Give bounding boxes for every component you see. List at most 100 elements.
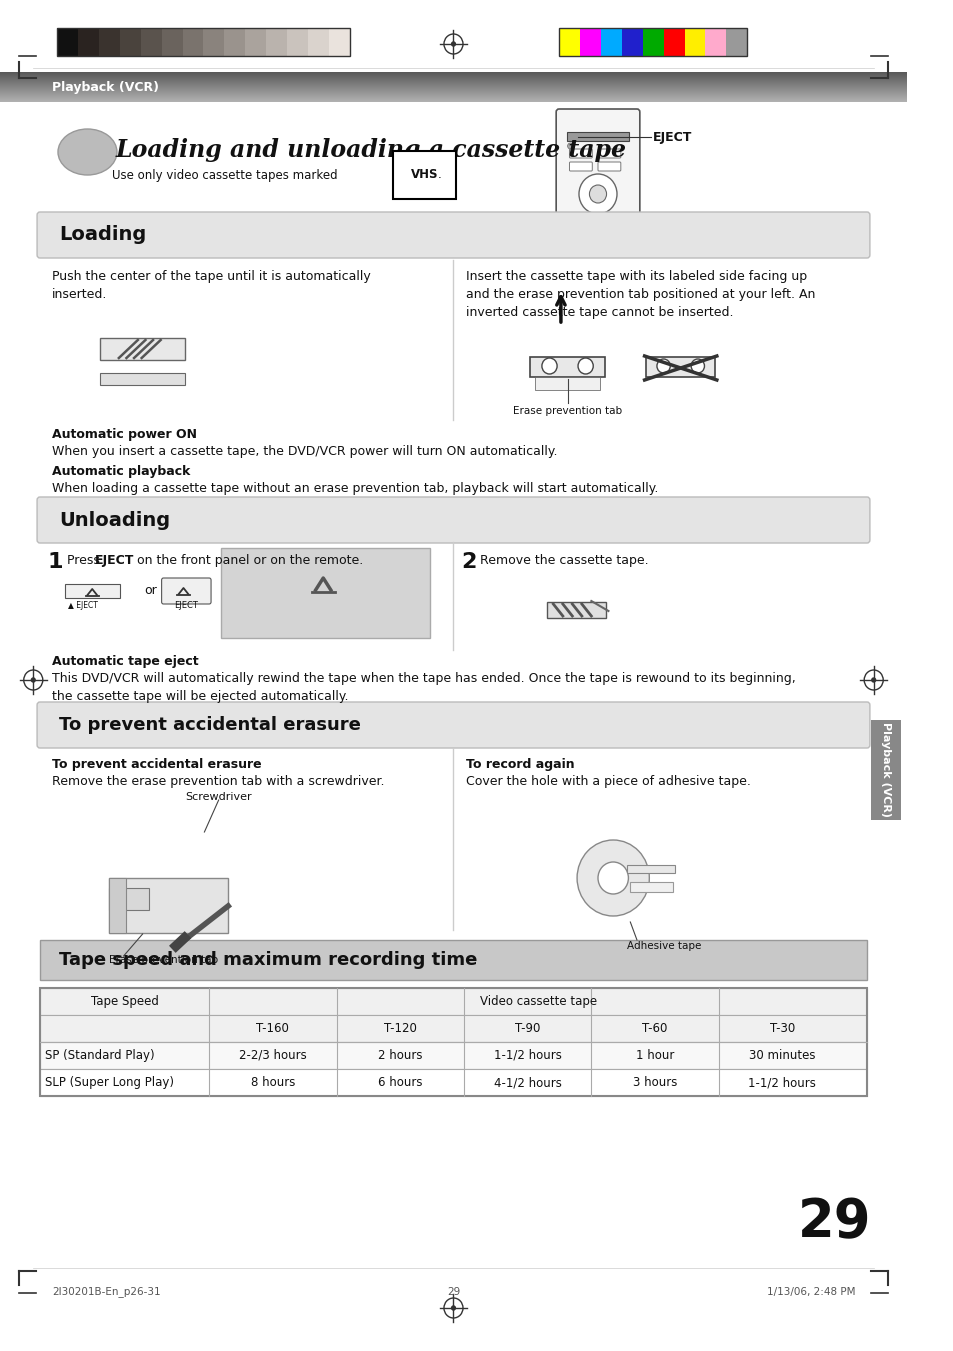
Bar: [161, 28, 182, 55]
Bar: [40, 1042, 866, 1069]
Bar: [725, 28, 746, 55]
Circle shape: [598, 862, 628, 894]
Bar: [99, 28, 120, 55]
Text: 2: 2: [460, 553, 476, 571]
Bar: [40, 1069, 866, 1096]
Text: 29: 29: [797, 1196, 870, 1248]
Text: VHS: VHS: [411, 169, 437, 181]
Text: EJECT: EJECT: [174, 601, 198, 611]
Bar: [329, 28, 350, 55]
Bar: [100, 373, 185, 385]
Text: 1 hour: 1 hour: [636, 1048, 674, 1062]
Text: To record again: To record again: [465, 758, 574, 771]
Bar: [224, 28, 245, 55]
FancyBboxPatch shape: [598, 162, 620, 172]
Bar: [663, 28, 684, 55]
Text: Press: Press: [67, 554, 103, 567]
Text: Automatic power ON: Automatic power ON: [52, 428, 197, 440]
Circle shape: [657, 359, 670, 373]
Bar: [110, 878, 127, 934]
Text: Remove the cassette tape.: Remove the cassette tape.: [479, 554, 648, 567]
Text: 6 hours: 6 hours: [377, 1075, 422, 1089]
Bar: [57, 28, 78, 55]
Text: 2I30201B-En_p26-31: 2I30201B-En_p26-31: [52, 1286, 161, 1297]
Text: Tape speed and maximum recording time: Tape speed and maximum recording time: [59, 951, 476, 969]
Text: .: .: [436, 169, 440, 181]
Bar: [642, 28, 663, 55]
Text: When you insert a cassette tape, the DVD/VCR power will turn ON automatically.: When you insert a cassette tape, the DVD…: [52, 444, 558, 458]
Bar: [40, 1015, 866, 1042]
Bar: [110, 878, 228, 934]
Text: SLP (Super Long Play): SLP (Super Long Play): [45, 1075, 173, 1089]
Text: Tape Speed: Tape Speed: [91, 994, 158, 1008]
Bar: [65, 584, 120, 598]
FancyBboxPatch shape: [569, 162, 592, 172]
Bar: [287, 28, 308, 55]
Text: 3 hours: 3 hours: [632, 1075, 677, 1089]
Text: Push the center of the tape until it is automatically
inserted.: Push the center of the tape until it is …: [52, 270, 371, 301]
Text: Adhesive tape: Adhesive tape: [627, 942, 701, 951]
Text: Playback (VCR): Playback (VCR): [881, 723, 890, 817]
Circle shape: [690, 359, 703, 373]
Bar: [140, 28, 161, 55]
Text: T-90: T-90: [515, 1021, 539, 1035]
Text: 4-1/2 hours: 4-1/2 hours: [494, 1075, 561, 1089]
Text: Automatic playback: Automatic playback: [52, 465, 191, 478]
Bar: [40, 988, 866, 1096]
FancyBboxPatch shape: [569, 213, 592, 223]
Text: 1-1/2 hours: 1-1/2 hours: [494, 1048, 561, 1062]
Bar: [535, 377, 599, 390]
Text: Unloading: Unloading: [59, 511, 170, 530]
Bar: [308, 28, 329, 55]
Circle shape: [451, 42, 455, 46]
Text: To prevent accidental erasure: To prevent accidental erasure: [59, 716, 360, 734]
Text: To prevent accidental erasure: To prevent accidental erasure: [52, 758, 262, 771]
Text: EJECT: EJECT: [653, 131, 692, 143]
Text: Automatic tape eject: Automatic tape eject: [52, 655, 199, 667]
Circle shape: [578, 174, 617, 213]
Text: 1-1/2 hours: 1-1/2 hours: [748, 1075, 816, 1089]
Bar: [220, 549, 429, 638]
Text: Erase prevention tab: Erase prevention tab: [110, 955, 218, 965]
Bar: [203, 28, 224, 55]
FancyBboxPatch shape: [161, 578, 211, 604]
Bar: [182, 28, 203, 55]
Bar: [546, 603, 605, 617]
Text: 29: 29: [446, 1288, 459, 1297]
Text: Use only video cassette tapes marked: Use only video cassette tapes marked: [112, 169, 341, 181]
Text: 1: 1: [48, 553, 63, 571]
Circle shape: [871, 678, 875, 682]
Bar: [579, 28, 600, 55]
Bar: [78, 28, 99, 55]
FancyBboxPatch shape: [598, 213, 620, 223]
Text: Playback (VCR): Playback (VCR): [52, 81, 159, 93]
Text: on the front panel or on the remote.: on the front panel or on the remote.: [133, 554, 363, 567]
Bar: [621, 28, 642, 55]
Circle shape: [451, 1306, 455, 1310]
Bar: [600, 28, 621, 55]
Text: Cover the hole with a piece of adhesive tape.: Cover the hole with a piece of adhesive …: [465, 775, 750, 788]
Bar: [530, 357, 604, 377]
Bar: [266, 28, 287, 55]
FancyBboxPatch shape: [37, 497, 869, 543]
Text: 2 hours: 2 hours: [377, 1048, 422, 1062]
Text: 1/13/06, 2:48 PM: 1/13/06, 2:48 PM: [766, 1288, 855, 1297]
Text: When loading a cassette tape without an erase prevention tab, playback will star: When loading a cassette tape without an …: [52, 482, 658, 494]
Bar: [566, 132, 629, 141]
Text: 30 minutes: 30 minutes: [748, 1048, 815, 1062]
Text: 2-2/3 hours: 2-2/3 hours: [239, 1048, 307, 1062]
Ellipse shape: [58, 128, 117, 176]
Text: Video cassette tape: Video cassette tape: [479, 994, 596, 1008]
Bar: [110, 888, 149, 911]
Bar: [646, 357, 714, 377]
Text: or: or: [144, 584, 157, 597]
FancyBboxPatch shape: [569, 149, 592, 158]
Circle shape: [31, 678, 35, 682]
Text: Loading: Loading: [59, 226, 146, 245]
Text: 8 hours: 8 hours: [251, 1075, 294, 1089]
Text: T-120: T-120: [383, 1021, 416, 1035]
Bar: [100, 338, 185, 359]
Text: This DVD/VCR will automatically rewind the tape when the tape has ended. Once th: This DVD/VCR will automatically rewind t…: [52, 671, 795, 703]
Text: Insert the cassette tape with its labeled side facing up
and the erase preventio: Insert the cassette tape with its labele…: [465, 270, 815, 319]
Text: T-30: T-30: [769, 1021, 794, 1035]
